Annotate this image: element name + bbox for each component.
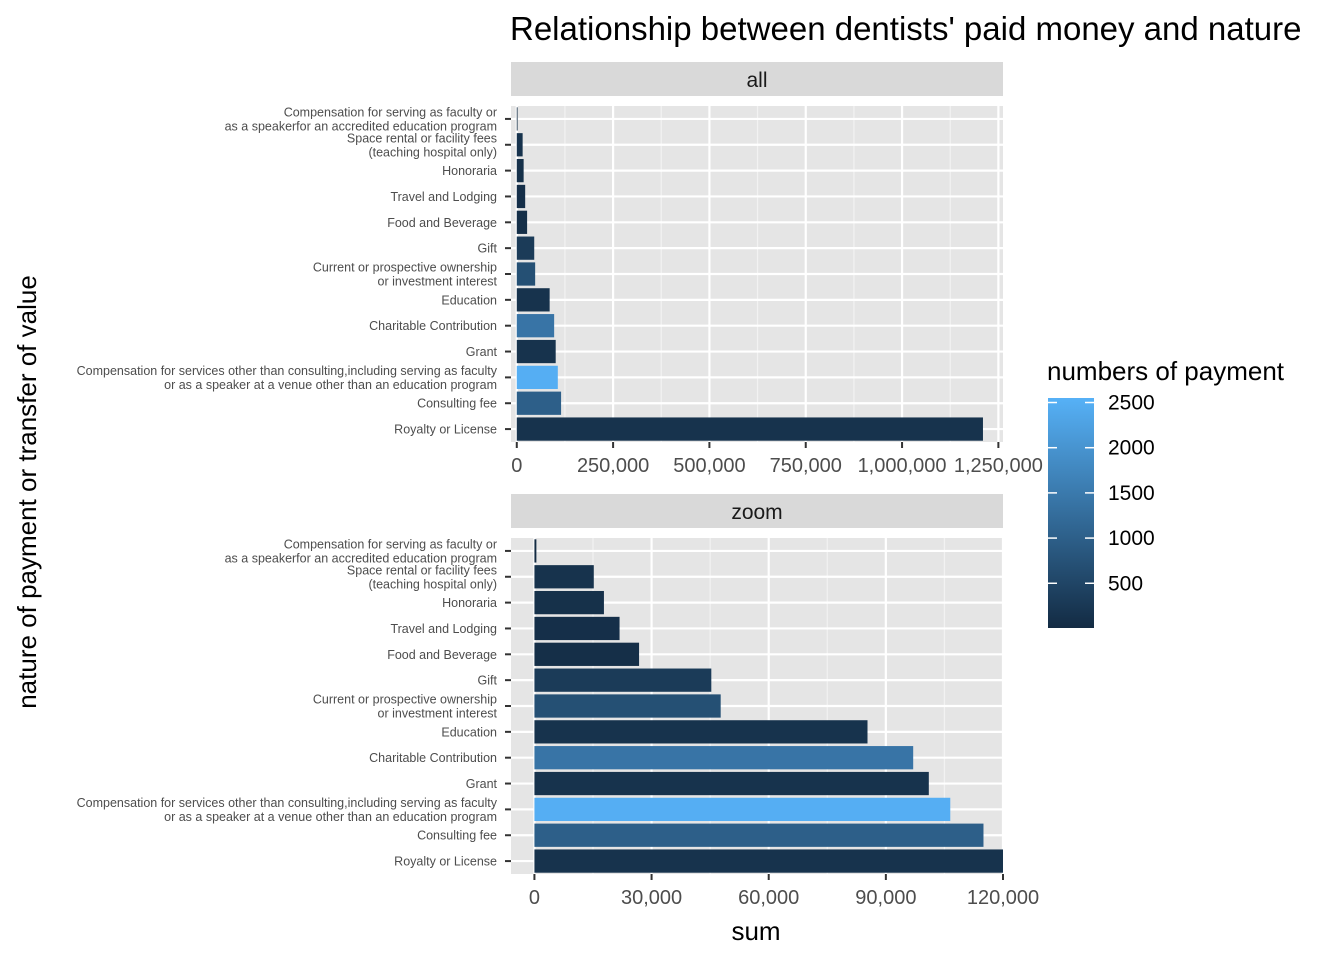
y-tick-label: Travel and Lodging — [390, 622, 497, 636]
y-tick-label: Gift — [478, 242, 498, 256]
bar — [516, 107, 518, 131]
y-tick-label: Space rental or facility fees (teaching h… — [347, 131, 497, 159]
legend-tick-label: 2500 — [1108, 392, 1155, 415]
bar — [516, 262, 536, 286]
bar — [534, 746, 914, 770]
bar — [534, 823, 984, 847]
y-tick-label: Education — [441, 293, 497, 307]
bar — [534, 668, 712, 692]
y-tick-label: Travel and Lodging — [390, 190, 497, 204]
x-tick-label: 750,000 — [770, 455, 842, 477]
x-tick-label: 120,000 — [967, 887, 1039, 909]
bar — [516, 210, 528, 234]
bar — [534, 771, 929, 796]
legend-title: numbers of payment — [1047, 356, 1285, 386]
strip-zoom — [511, 494, 1003, 528]
legend-tick-label: 1500 — [1108, 482, 1155, 505]
x-tick-label: 1,000,000 — [858, 455, 947, 477]
y-tick-label: Gift — [478, 674, 498, 688]
y-tick-label: Current or prospective ownership or inves… — [313, 261, 498, 289]
y-tick-label: Compensation for services other than con… — [77, 364, 498, 392]
legend-tick-label: 500 — [1108, 572, 1143, 595]
y-tick-label: Charitable Contribution — [369, 751, 497, 765]
chart-title: Relationship between dentists' paid mone… — [510, 10, 1301, 47]
y-tick-label: Grant — [466, 777, 498, 791]
legend-colorbar — [1048, 398, 1094, 628]
bar — [516, 236, 535, 260]
bar — [516, 314, 555, 338]
x-tick-label: 60,000 — [738, 887, 799, 909]
strip-all — [511, 62, 1003, 96]
bar — [516, 288, 550, 312]
y-tick-label: Space rental or facility fees (teaching h… — [347, 563, 497, 591]
y-tick-label: Compensation for services other than con… — [77, 796, 498, 824]
bar — [534, 694, 721, 718]
y-tick-label: Education — [441, 725, 497, 739]
bar — [516, 339, 556, 364]
x-tick-label: 0 — [511, 455, 522, 477]
bar — [534, 720, 868, 744]
x-tick-label: 0 — [529, 887, 540, 909]
y-tick-label: Charitable Contribution — [369, 319, 497, 333]
bar — [516, 184, 526, 209]
legend-tick-label: 1000 — [1108, 527, 1155, 550]
panel-zoom: zoom 0 30,000 60,000 90,000 120,000 Compensati… — [77, 494, 1039, 909]
y-tick-label: Current or prospective ownership or inves… — [313, 693, 498, 721]
y-tick-label: Compensation for serving as faculty or as… — [225, 105, 497, 133]
bar — [534, 642, 640, 666]
y-tick-label: Royalty or License — [394, 855, 497, 869]
legend-tick-label: 2000 — [1108, 437, 1155, 460]
bar — [516, 365, 558, 390]
strip-label-all: all — [746, 69, 767, 92]
legend: numbers of payment 500 1000 1500 2000 2500 — [1047, 356, 1285, 628]
bars-all — [516, 107, 983, 441]
y-tick-label: Consulting fee — [417, 829, 497, 843]
bar — [534, 539, 537, 563]
x-tick-label: 90,000 — [855, 887, 916, 909]
x-tick-label: 250,000 — [577, 455, 649, 477]
legend-ticks: 500 1000 1500 2000 2500 — [1048, 392, 1155, 595]
bar — [534, 797, 951, 822]
bar — [534, 849, 1003, 873]
y-tick-label: Consulting fee — [417, 397, 497, 411]
y-tick-label: Food and Beverage — [387, 648, 497, 662]
bar — [534, 616, 620, 641]
y-tick-label: Food and Beverage — [387, 216, 497, 230]
y-tick-label: Honoraria — [442, 164, 497, 178]
x-tick-label: 1,250,000 — [954, 455, 1043, 477]
x-tick-label: 500,000 — [673, 455, 745, 477]
bar — [516, 133, 523, 157]
strip-label-zoom: zoom — [731, 501, 782, 524]
facet-panels: all 0 250,000 500,000 750,000 1,000,000 1,250,… — [77, 62, 1043, 909]
bar — [516, 158, 524, 183]
y-axis-title: nature of payment or transfer of value — [12, 275, 42, 709]
bar — [534, 590, 604, 615]
x-tick-label: 30,000 — [621, 887, 682, 909]
x-axis-title: sum — [731, 916, 780, 946]
y-tick-label: Royalty or License — [394, 423, 497, 437]
panel-all: all 0 250,000 500,000 750,000 1,000,000 1,250,… — [77, 62, 1043, 477]
y-tick-label: Compensation for serving as faculty or as… — [225, 537, 497, 565]
y-tick-label: Honoraria — [442, 596, 497, 610]
bar — [516, 391, 562, 415]
bars-zoom — [534, 539, 1003, 873]
bar — [516, 417, 983, 441]
y-tick-label: Grant — [466, 345, 498, 359]
bar — [534, 565, 594, 589]
